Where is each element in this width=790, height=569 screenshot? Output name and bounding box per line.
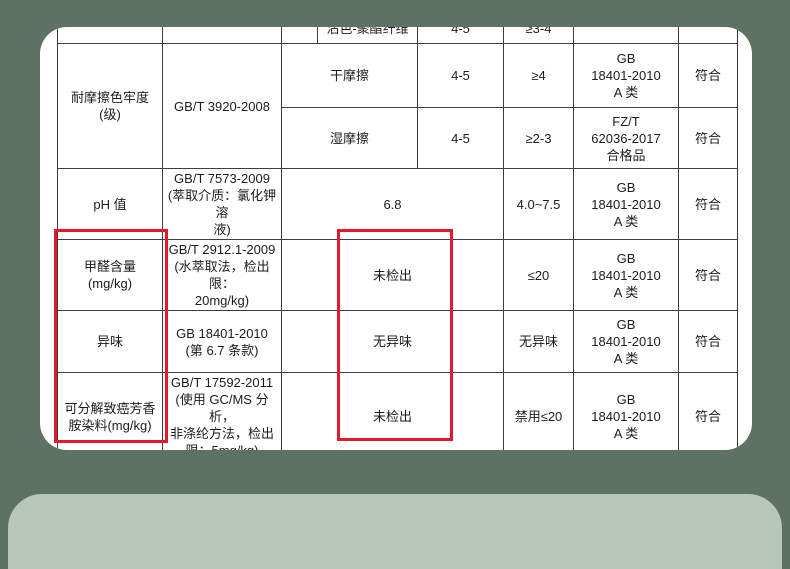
cell-conclusion: 符合: [678, 43, 738, 108]
cell-item: 耐摩擦色牢度 (级): [57, 43, 163, 169]
cell-value: 4-5: [417, 107, 504, 169]
cell-limit: ≥3-4: [503, 27, 574, 44]
cell-limit: ≥4: [503, 43, 574, 108]
cell-method: GB/T 17592-2011 (使用 GC/MS 分析， 非涤纶方法，检出 限…: [162, 372, 282, 450]
cell-sub-item: 湿摩擦: [281, 107, 418, 169]
table-row-dry-rubbing: 耐摩擦色牢度 (级) GB/T 3920-2008 干摩擦 4-5 ≥4 GB …: [57, 43, 738, 169]
cell-method: GB 18401-2010 (第 6.7 条款): [162, 310, 282, 373]
cell-conclusion: 符合: [678, 239, 738, 311]
cell-method: GB/T 3920-2008: [162, 43, 282, 169]
cell-standard: [573, 27, 679, 44]
cell-item: 可分解致癌芳香 胺染料(mg/kg): [57, 372, 163, 450]
table-row-staining-polyester: 沾色-聚酯纤维 4-5 ≥3-4: [57, 27, 738, 44]
cell-spacer: [281, 27, 318, 44]
cell-standard: GB 18401-2010 A 类: [573, 310, 679, 373]
cell-item: 甲醛含量 (mg/kg): [57, 239, 163, 311]
report-card: 沾色-聚酯纤维 4-5 ≥3-4 耐摩擦色牢度 (级) GB/T 3920-20…: [40, 27, 752, 450]
cell-standard: GB 18401-2010 A 类: [573, 239, 679, 311]
cell-method: [162, 27, 282, 44]
cell-value: 未检出: [281, 372, 504, 450]
cell-method: GB/T 7573-2009 (萃取介质：氯化钾溶 液): [162, 168, 282, 240]
cell-sub-item: 干摩擦: [281, 43, 418, 108]
table-row-ph: pH 值 GB/T 7573-2009 (萃取介质：氯化钾溶 液) 6.8 4.…: [57, 168, 738, 240]
cell-conclusion: 符合: [678, 107, 738, 169]
cell-value: 4-5: [417, 27, 504, 44]
cell-item: 异味: [57, 310, 163, 373]
highlight-box-value-column: [337, 229, 453, 441]
cell-conclusion: 符合: [678, 310, 738, 373]
highlight-box-item-column: [54, 229, 168, 443]
cell-standard: GB 18401-2010 A 类: [573, 43, 679, 108]
cell-limit: 无异味: [503, 310, 574, 373]
cell-conclusion: [678, 27, 738, 44]
cell-item: [57, 27, 163, 44]
bottom-card: [8, 494, 782, 569]
cell-standard: GB 18401-2010 A 类: [573, 372, 679, 450]
cell-limit: ≤20: [503, 239, 574, 311]
table-row-formaldehyde: 甲醛含量 (mg/kg) GB/T 2912.1-2009 (水萃取法，检出限：…: [57, 239, 738, 311]
cell-value: 6.8: [281, 168, 504, 240]
cell-value: 4-5: [417, 43, 504, 108]
cell-limit: 禁用≤20: [503, 372, 574, 450]
cell-value: 未检出: [281, 239, 504, 311]
cell-sub-item: 沾色-聚酯纤维: [317, 27, 418, 44]
cell-standard: GB 18401-2010 A 类: [573, 168, 679, 240]
cell-limit: 4.0~7.5: [503, 168, 574, 240]
cell-conclusion: 符合: [678, 168, 738, 240]
cell-method: GB/T 2912.1-2009 (水萃取法，检出限： 20mg/kg): [162, 239, 282, 311]
cell-standard: FZ/T 62036-2017 合格品: [573, 107, 679, 169]
table-row-wet-rubbing: 湿摩擦 4-5 ≥2-3 FZ/T 62036-2017 合格品 符合: [58, 107, 738, 169]
table-row-aromatic-amines: 可分解致癌芳香 胺染料(mg/kg) GB/T 17592-2011 (使用 G…: [57, 372, 738, 450]
test-report-table: 沾色-聚酯纤维 4-5 ≥3-4 耐摩擦色牢度 (级) GB/T 3920-20…: [57, 27, 738, 450]
table-row-odor: 异味 GB 18401-2010 (第 6.7 条款) 无异味 无异味 GB 1…: [57, 310, 738, 373]
cell-conclusion: 符合: [678, 372, 738, 450]
cell-limit: ≥2-3: [503, 107, 574, 169]
